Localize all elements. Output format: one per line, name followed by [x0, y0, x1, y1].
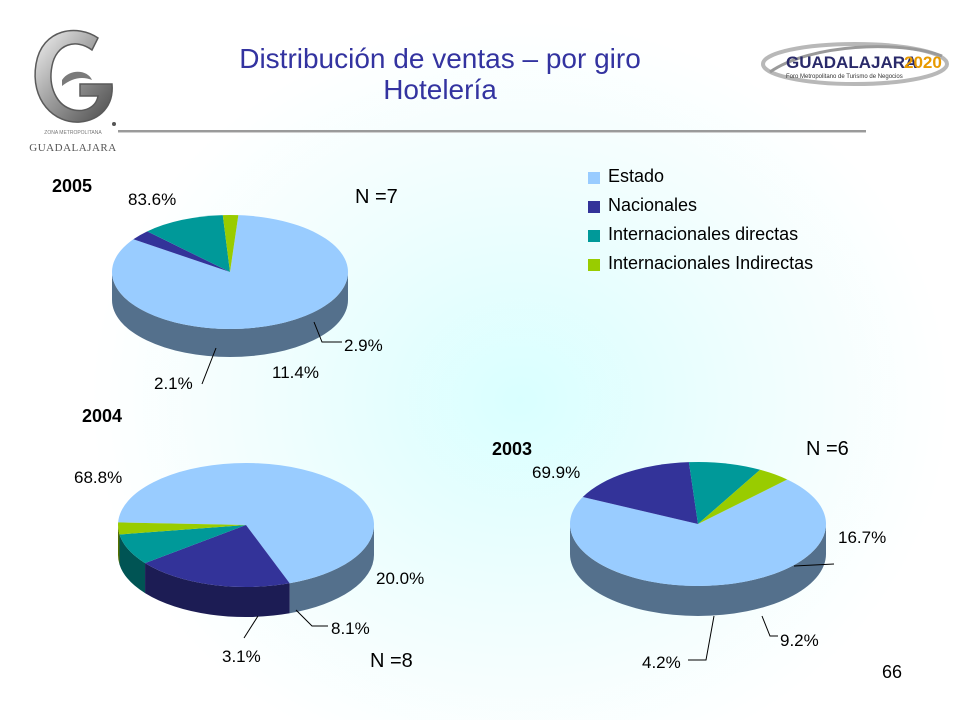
slice-estado-side: [112, 272, 348, 357]
logo-left-text: GUADALAJARA: [29, 142, 117, 154]
pie-chart-2003: 69.9% 16.7% 9.2% 4.2%: [532, 462, 886, 672]
legend-label: Nacionales: [608, 195, 698, 215]
data-label: 16.7%: [838, 528, 886, 547]
data-label: 11.4%: [272, 363, 319, 382]
data-label: 9.2%: [780, 631, 819, 650]
data-label: 68.8%: [74, 468, 122, 487]
pie-chart-2004: 68.8% 20.0% 8.1% 3.1%: [74, 463, 424, 666]
legend-swatch: [588, 201, 600, 213]
slide-title: Distribución de ventas – por giro: [239, 43, 641, 74]
swoosh-icon: GUADALAJARA 2020 Foro Metropolitano de T…: [761, 42, 949, 86]
logo-left-small-text: ZONA METROPOLITANA: [44, 130, 102, 136]
slice-internacionales-directas-side: [119, 534, 146, 594]
data-label: 3.1%: [222, 647, 261, 666]
data-label: 2.1%: [154, 374, 193, 393]
n-label-2005: N =7: [355, 186, 398, 208]
leader-line: [793, 563, 835, 567]
legend-label: Estado: [608, 166, 665, 186]
logo-right-tagline: Foro Metropolitano de Turismo de Negocio…: [786, 74, 903, 80]
data-label: 4.2%: [642, 653, 681, 672]
slice-nacionales: [133, 231, 230, 272]
n-label-2004: N =8: [370, 650, 413, 672]
legend-swatch: [588, 230, 600, 242]
year-label-2003: 2003: [492, 439, 533, 459]
leader-line: [313, 321, 342, 343]
leader-line: [243, 615, 259, 639]
slide-subtitle: Hotelería: [383, 74, 497, 105]
legend-label: Internacionales Indirectas: [608, 253, 814, 273]
slice-internacionales-indirectas: [118, 522, 246, 535]
legend-label: Internacionales directas: [608, 224, 799, 244]
slice-estado: [118, 463, 374, 584]
logo-right-text: GUADALAJARA: [786, 53, 917, 72]
slice-nacionales: [145, 525, 290, 587]
year-label-2004: 2004: [82, 406, 123, 426]
g-logo-icon: [34, 29, 116, 126]
year-label-2005: 2005: [52, 176, 93, 196]
data-label: 8.1%: [331, 619, 370, 638]
leader-line: [761, 615, 778, 637]
data-label: 20.0%: [376, 569, 424, 588]
slice-estado: [111, 215, 348, 330]
slice-estado: [570, 479, 826, 586]
guadalajara-g-logo: ZONA METROPOLITANA GUADALAJARA: [18, 20, 128, 160]
n-label-2003: N =6: [806, 438, 849, 460]
data-label: 69.9%: [532, 463, 580, 482]
leader-line: [688, 615, 715, 661]
data-label: 2.9%: [344, 336, 383, 355]
slice-nacionales-side: [145, 563, 290, 617]
slice-internacionales-directas: [119, 525, 246, 564]
legend-swatch: [588, 259, 600, 271]
slice-nacionales: [582, 462, 698, 524]
slice-internacionales-indirectas: [698, 469, 788, 524]
leader-line: [201, 347, 217, 385]
leader-line: [295, 609, 328, 627]
slice-estado-side: [570, 524, 826, 616]
page-number: 66: [882, 662, 903, 682]
pie-chart-2005: 83.6% 2.9% 11.4% 2.1%: [111, 190, 383, 393]
logo-right-year: 2020: [904, 53, 942, 72]
title-divider: [118, 130, 866, 133]
data-label: 83.6%: [128, 190, 176, 209]
guadalajara-2020-logo: GUADALAJARA 2020 Foro Metropolitano de T…: [760, 38, 950, 98]
slice-internacionales-directas: [688, 462, 761, 524]
slice-internacionales-indirectas-side: [118, 525, 120, 565]
slice-estado-side: [289, 525, 374, 614]
slice-internacionales-directas: [147, 215, 230, 272]
slice-internacionales-indirectas: [222, 215, 239, 272]
legend-swatch: [588, 172, 600, 184]
